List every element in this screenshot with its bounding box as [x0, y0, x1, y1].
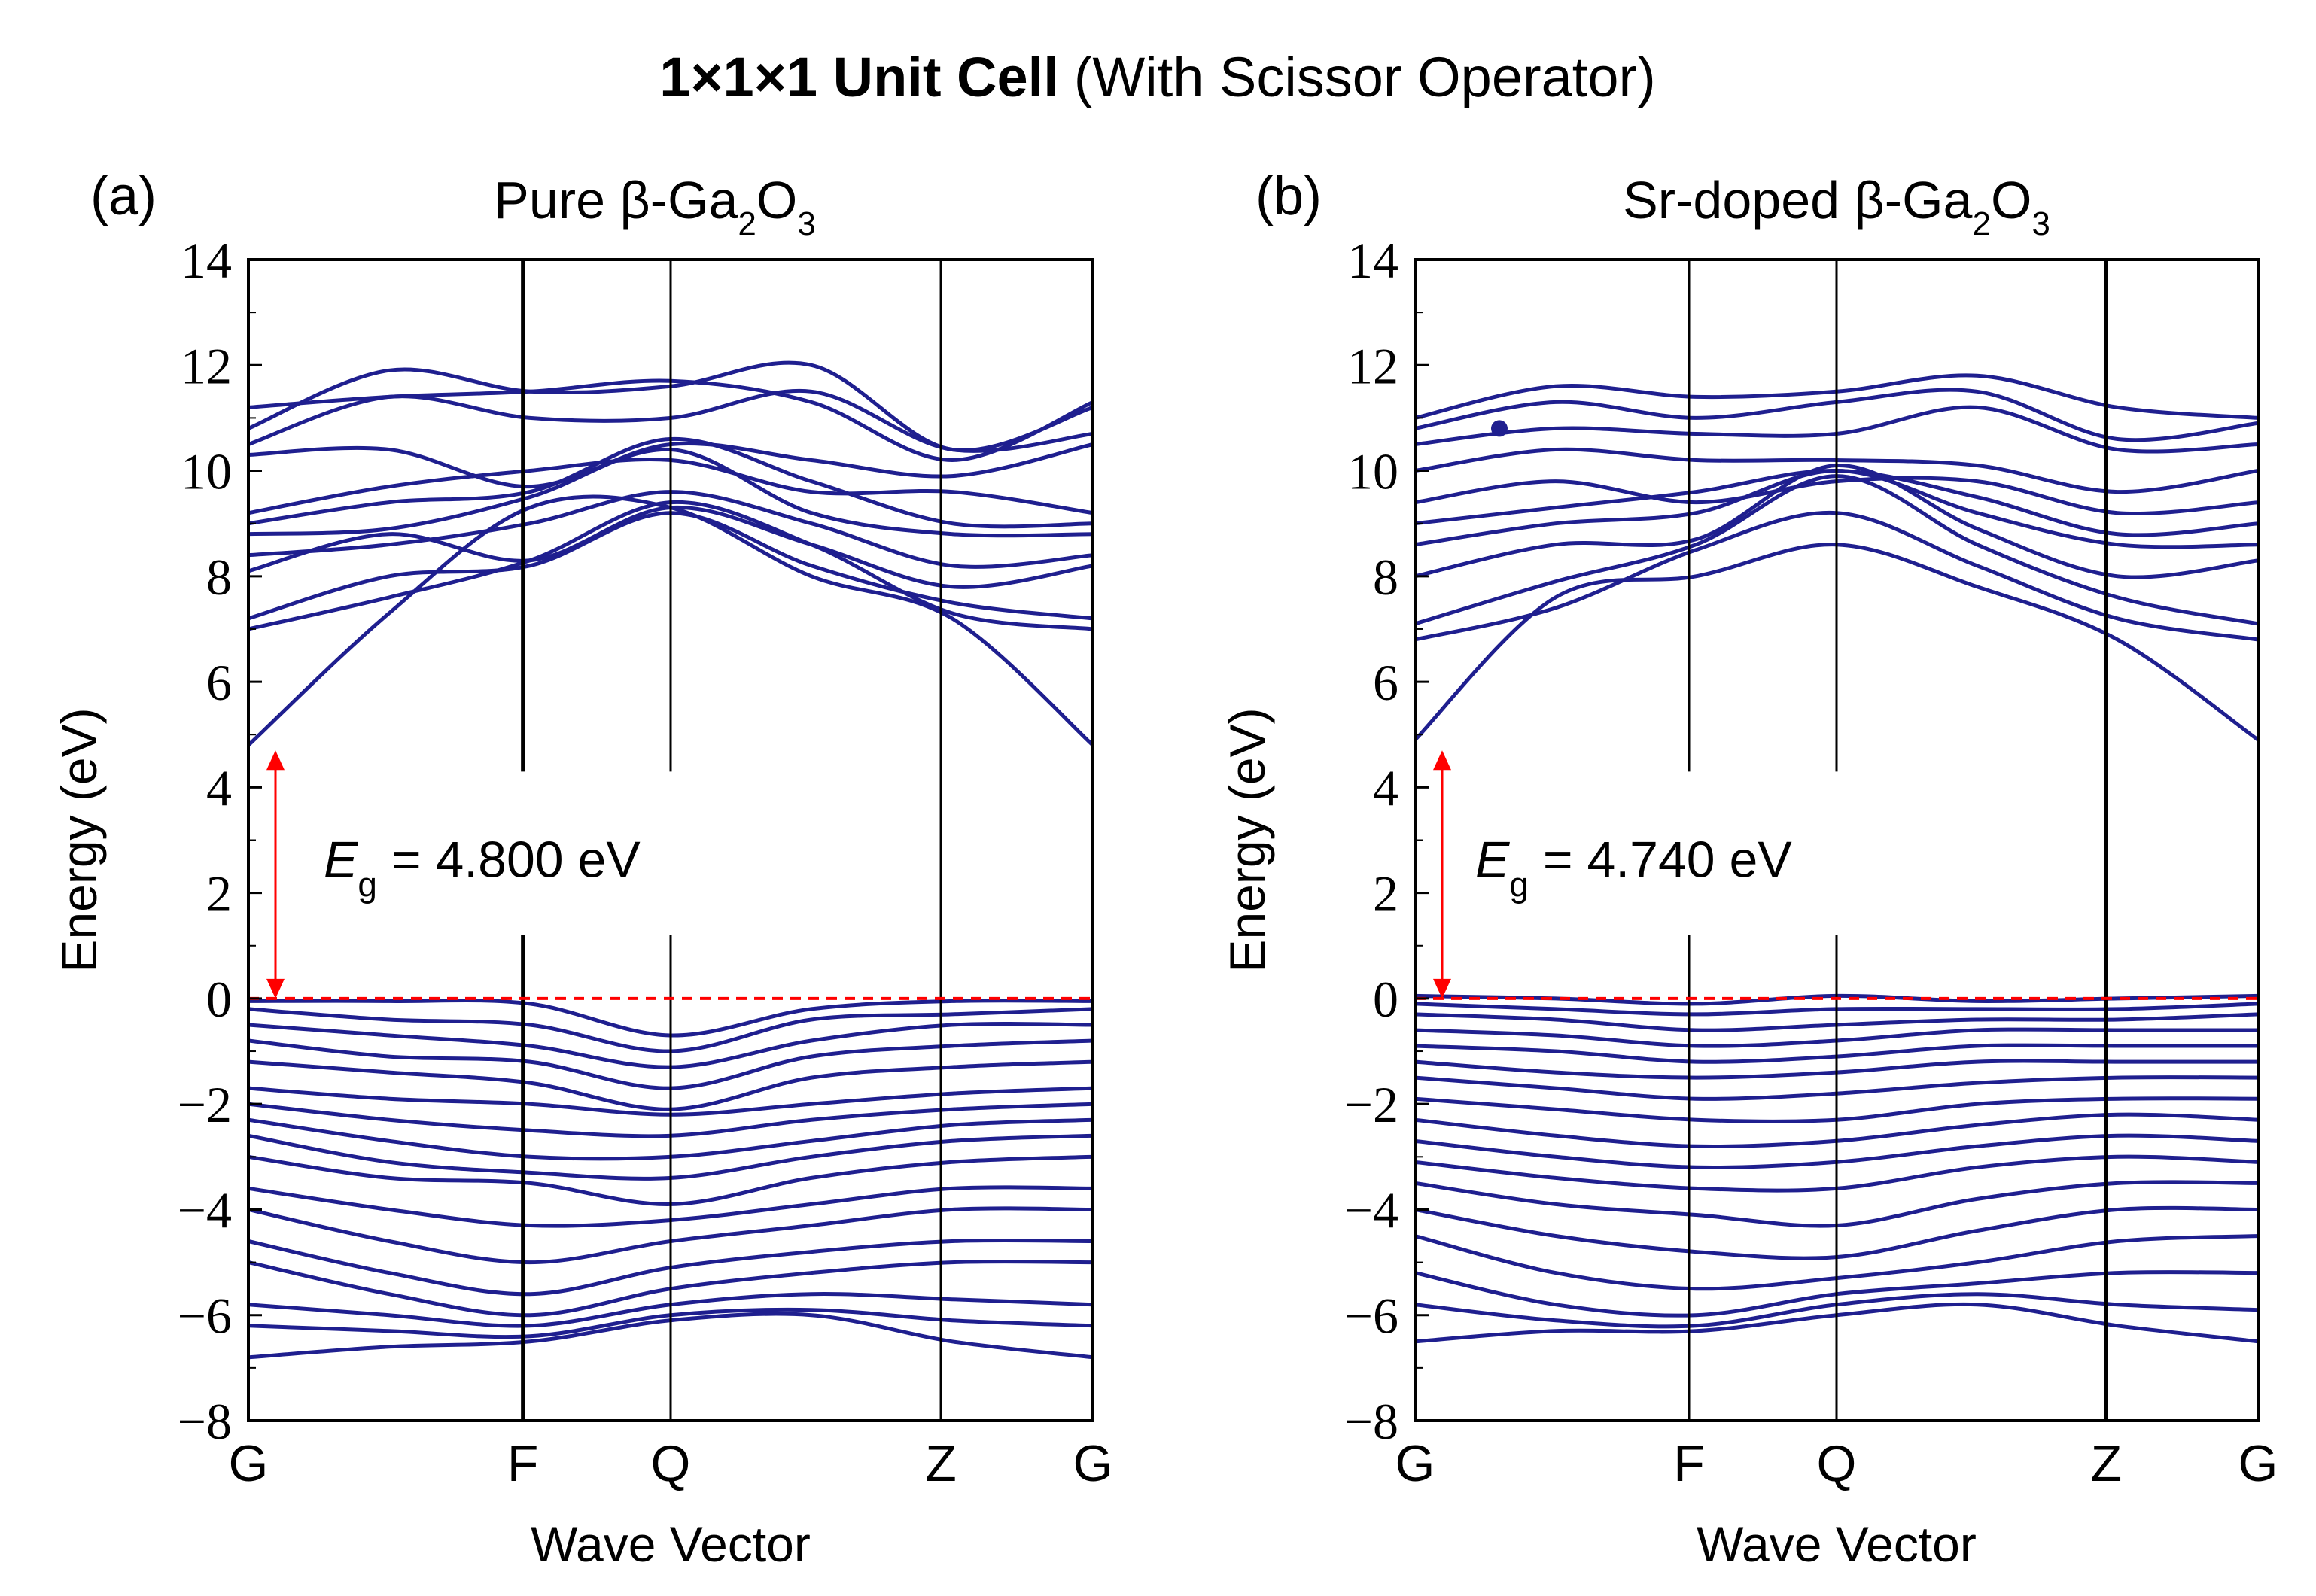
y-tick-label: −2 — [1344, 1076, 1398, 1133]
y-tick-label: 0 — [206, 971, 232, 1028]
kpoint-label: Q — [1817, 1435, 1857, 1492]
x-axis-label: Wave Vector — [1697, 1516, 1977, 1572]
y-tick-label: 8 — [1373, 549, 1398, 606]
y-tick-label: −6 — [178, 1287, 232, 1345]
kpoint-label: F — [507, 1435, 539, 1492]
x-axis-label: Wave Vector — [531, 1516, 811, 1572]
conduction-band-line — [248, 360, 1093, 453]
gap-arrow-head-up — [266, 750, 285, 771]
y-tick-label: −6 — [1344, 1287, 1398, 1345]
y-tick-label: 2 — [1373, 865, 1398, 923]
kpoint-label: Z — [2091, 1435, 2123, 1492]
y-tick-label: 12 — [1347, 337, 1398, 394]
panel-b: (b) Sr-doped β-Ga2O3 Energy (eV) Wave Vecto… — [1219, 166, 2278, 1572]
figure-title: 1×1×1 Unit Cell (With Scissor Operator) — [659, 46, 1656, 108]
panel-label: (a) — [90, 166, 157, 226]
kpoint-label: Z — [925, 1435, 957, 1492]
band-marker-dot — [1491, 420, 1508, 437]
y-tick-label: 4 — [1373, 759, 1398, 816]
figure-title-rest: (With Scissor Operator) — [1074, 46, 1656, 108]
y-tick-label: 12 — [181, 337, 232, 394]
gap-label: Eg = 4.740 eV — [1475, 831, 1792, 904]
y-tick-label: −2 — [178, 1076, 232, 1133]
y-tick-label: 0 — [1373, 971, 1398, 1028]
gap-arrow-head-down — [1433, 978, 1451, 999]
y-tick-label: 6 — [206, 654, 232, 711]
y-tick-label: −4 — [1344, 1181, 1398, 1239]
panel-title: Sr-doped β-Ga2O3 — [1623, 171, 2050, 242]
y-tick-label: 14 — [1347, 232, 1398, 289]
y-tick-label: −8 — [178, 1393, 232, 1450]
figure-title-bold: 1×1×1 Unit Cell — [659, 46, 1059, 108]
y-tick-label: −4 — [178, 1181, 232, 1239]
kpoint-label: Q — [651, 1435, 691, 1492]
y-axis-label: Energy (eV) — [51, 707, 107, 972]
y-tick-label: 10 — [1347, 443, 1398, 500]
gap-label-bg — [1460, 777, 1882, 930]
gap-arrow-head-down — [266, 978, 285, 999]
y-axis-label: Energy (eV) — [1219, 707, 1275, 972]
gap-arrow-head-up — [1433, 750, 1451, 771]
panel-a: (a) Pure β-Ga2O3 Energy (eV) Wave Vector Eg … — [51, 166, 1112, 1572]
y-tick-label: −8 — [1344, 1393, 1398, 1450]
y-tick-label: 10 — [181, 443, 232, 500]
kpoint-label: G — [1073, 1435, 1113, 1492]
kpoint-label: F — [1673, 1435, 1705, 1492]
kpoint-label: G — [2238, 1435, 2278, 1492]
kpoint-label: G — [229, 1435, 269, 1492]
panel-title: Pure β-Ga2O3 — [494, 171, 816, 242]
y-tick-label: 8 — [206, 549, 232, 606]
y-tick-label: 4 — [206, 759, 232, 816]
y-tick-label: 14 — [181, 232, 232, 289]
y-tick-label: 6 — [1373, 654, 1398, 711]
gap-label: Eg = 4.800 eV — [324, 831, 641, 904]
gap-label-bg — [294, 777, 715, 930]
y-tick-label: 2 — [206, 865, 232, 923]
kpoint-label: G — [1395, 1435, 1435, 1492]
panel-label: (b) — [1255, 166, 1322, 226]
